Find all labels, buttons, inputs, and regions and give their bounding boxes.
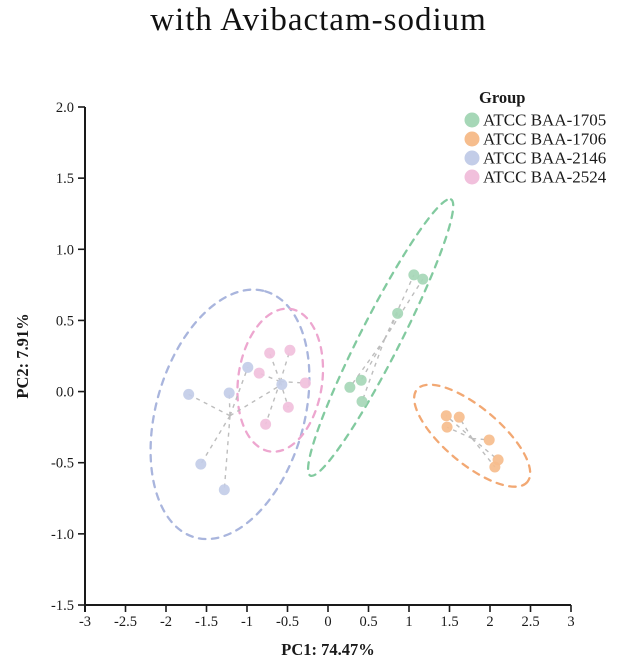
centroid-spoke-atcc-baa-1705 <box>384 278 424 340</box>
x-tick-label: 2 <box>486 614 493 630</box>
data-point-atcc-baa-1705 <box>355 374 367 386</box>
legend-item-atcc-baa-2146: ATCC BAA-2146 <box>464 149 606 168</box>
centroid-spoke-atcc-baa-2146 <box>200 415 231 465</box>
confidence-ellipses <box>149 197 532 541</box>
data-point-atcc-baa-2524 <box>282 401 294 413</box>
data-points <box>183 269 504 496</box>
data-point-atcc-baa-1705 <box>392 307 404 319</box>
centroid-spoke-atcc-baa-2146 <box>188 393 231 417</box>
x-tick-label: 1.5 <box>440 614 458 630</box>
x-tick-label: -1.5 <box>195 614 218 630</box>
x-tick-label: -2 <box>160 614 172 630</box>
data-point-atcc-baa-1706 <box>489 461 501 473</box>
legend-swatch-atcc-baa-1705 <box>464 112 480 128</box>
figure-title: with Avibactam-sodium <box>150 2 487 38</box>
centroid-spokes <box>188 274 499 490</box>
centroid-spoke-atcc-baa-2146 <box>229 383 283 417</box>
data-point-atcc-baa-1706 <box>440 410 452 422</box>
confidence-ellipse-atcc-baa-1705 <box>306 197 455 478</box>
centroid-spoke-atcc-baa-1705 <box>349 338 386 388</box>
legend-label-atcc-baa-1705: ATCC BAA-1705 <box>483 111 606 130</box>
x-tick-label: 0.5 <box>359 614 377 630</box>
x-tick-label: -2.5 <box>114 614 137 630</box>
data-point-atcc-baa-2146 <box>276 378 288 390</box>
legend-item-atcc-baa-1706: ATCC BAA-1706 <box>464 130 606 149</box>
centroid-spoke-atcc-baa-1706 <box>445 415 473 440</box>
centroid-spoke-atcc-baa-1706 <box>472 437 490 441</box>
y-tick-label: 0.5 <box>56 313 74 329</box>
x-tick-label: 1 <box>405 614 412 630</box>
axes: -3 -2.5 -2 -1.5 -1 -0.5 0 0.5 1 1.5 2 2.5 3 2.0 1.5 1.0… <box>13 100 575 659</box>
centroid-spoke-atcc-baa-2146 <box>223 415 231 490</box>
y-axis-title: PC2: 7.91% <box>13 313 32 398</box>
y-tick-label: -1.0 <box>51 527 74 543</box>
x-tick-label: -3 <box>79 614 91 630</box>
data-point-atcc-baa-2524 <box>260 418 272 430</box>
legend-label-atcc-baa-2524: ATCC BAA-2524 <box>483 168 607 187</box>
data-point-atcc-baa-1706 <box>483 434 495 446</box>
legend-title: Group <box>479 88 525 107</box>
x-tick-label: 2.5 <box>521 614 539 630</box>
centroid-spoke-atcc-baa-1705 <box>361 338 386 402</box>
data-point-atcc-baa-2524 <box>284 344 296 356</box>
data-point-atcc-baa-1706 <box>441 421 453 433</box>
data-point-atcc-baa-1705 <box>417 273 429 285</box>
series-atcc-baa-2146 <box>183 361 288 496</box>
centroid-spoke-atcc-baa-2524 <box>264 381 281 425</box>
legend-label-atcc-baa-1706: ATCC BAA-1706 <box>483 130 606 149</box>
legend-swatch-atcc-baa-1706 <box>464 131 480 147</box>
series-atcc-baa-1706 <box>440 410 504 473</box>
x-tick-label: 0 <box>324 614 331 630</box>
y-tick-label: 1.5 <box>56 171 74 187</box>
y-tick-label: 2.0 <box>56 100 74 116</box>
legend-item-atcc-baa-2524: ATCC BAA-2524 <box>464 168 607 187</box>
data-point-atcc-baa-1705 <box>344 381 356 393</box>
y-tick-label: -0.5 <box>51 456 74 472</box>
data-point-atcc-baa-2524 <box>253 367 265 379</box>
data-point-atcc-baa-2146 <box>242 361 254 373</box>
confidence-ellipse-atcc-baa-2524 <box>236 307 325 453</box>
data-point-atcc-baa-2524 <box>264 347 276 359</box>
y-tick-label: -1.5 <box>51 598 74 614</box>
data-point-atcc-baa-2146 <box>195 458 207 470</box>
x-tick-label: -0.5 <box>276 614 299 630</box>
x-tick-label: -1 <box>241 614 253 630</box>
x-axis-title: PC1: 74.47% <box>281 640 375 659</box>
data-point-atcc-baa-1705 <box>408 269 420 281</box>
data-point-atcc-baa-2146 <box>183 388 195 400</box>
centroid-spoke-atcc-baa-1705 <box>360 338 386 381</box>
data-point-atcc-baa-2524 <box>299 377 311 389</box>
centroid-spoke-atcc-baa-1706 <box>471 437 499 461</box>
y-tick-label: 0.0 <box>56 385 74 401</box>
confidence-ellipse-atcc-baa-1706 <box>413 383 532 488</box>
legend-item-atcc-baa-1705: ATCC BAA-1705 <box>464 111 606 130</box>
y-tick-label: 1.0 <box>56 242 74 258</box>
series-atcc-baa-2524 <box>253 344 311 430</box>
data-point-atcc-baa-1705 <box>356 396 368 408</box>
legend-label-atcc-baa-2146: ATCC BAA-2146 <box>483 149 606 168</box>
legend-swatch-atcc-baa-2524 <box>464 169 480 185</box>
series-atcc-baa-1705 <box>344 269 429 408</box>
centroid-spoke-atcc-baa-2146 <box>229 367 249 417</box>
data-point-atcc-baa-2146 <box>223 387 235 399</box>
data-point-atcc-baa-1706 <box>453 411 465 423</box>
x-tick-label: 3 <box>567 614 574 630</box>
centroid-spoke-atcc-baa-1706 <box>471 438 496 468</box>
data-point-atcc-baa-2146 <box>218 484 230 496</box>
legend-swatch-atcc-baa-2146 <box>464 150 480 166</box>
